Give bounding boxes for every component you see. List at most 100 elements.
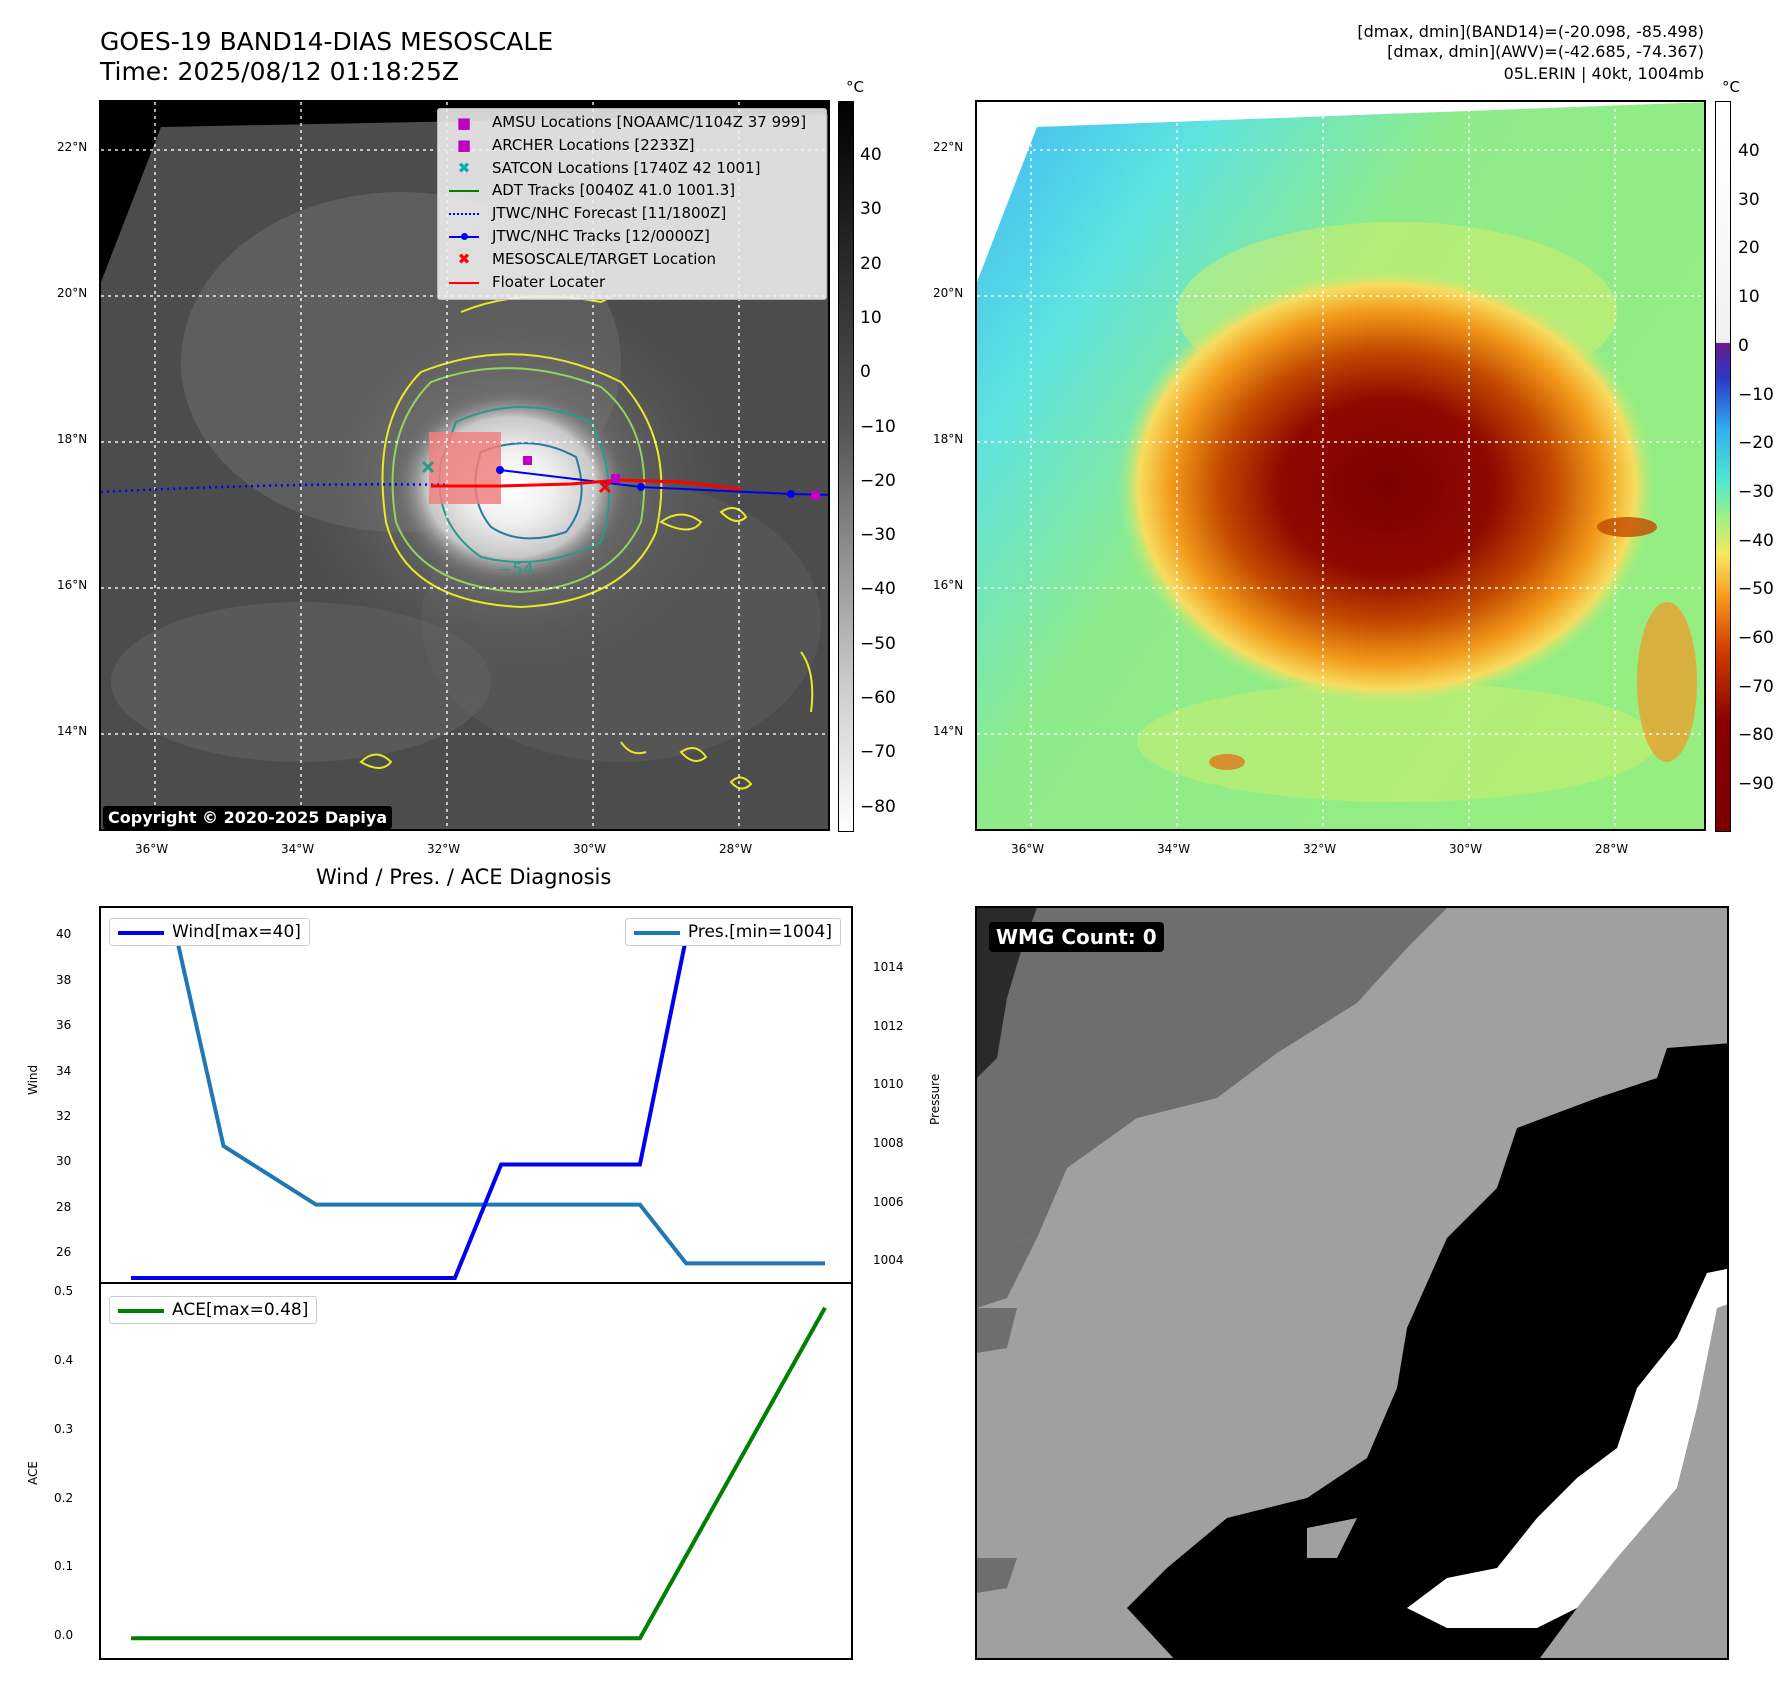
lat-tick-label: 22°N	[57, 140, 88, 154]
wind-tick-label: 32	[56, 1109, 72, 1124]
legend-item: ■ AMSU Locations [NOAAMC/1104Z 37 999]	[446, 113, 806, 132]
legend-label: ADT Tracks [0040Z 41.0 1001.3]	[492, 181, 736, 200]
legend-item: JTWC/NHC Forecast [11/1800Z]	[446, 204, 726, 223]
legend-item: JTWC/NHC Tracks [12/0000Z]	[446, 227, 710, 246]
awv-colorbar-tick: −30	[1738, 481, 1774, 502]
lon-tick-label: 30°W	[1449, 842, 1483, 856]
pressure-tick-label: 1008	[873, 1136, 904, 1150]
legend-label: AMSU Locations [NOAAMC/1104Z 37 999]	[492, 113, 807, 131]
ir-colorbar-tick: 10	[860, 307, 882, 328]
lon-tick-label: 36°W	[1011, 842, 1045, 856]
awv-colorbar-tick: 10	[1738, 287, 1760, 308]
ace-legend: ACE[max=0.48]	[109, 1296, 318, 1324]
wind-tick-label: 34	[56, 1063, 72, 1078]
awv-colorbar-tick: −50	[1738, 579, 1774, 600]
ace-plot: ACE[max=0.48]	[99, 1282, 853, 1660]
info-awv: [dmax, dmin](AWV)=(-42.685, -74.367)	[1387, 42, 1704, 61]
lon-tick-label: 28°W	[1595, 842, 1629, 856]
legend-label: ARCHER Locations [2233Z]	[492, 135, 695, 154]
legend-item: ✖ SATCON Locations [1740Z 42 1001]	[446, 159, 761, 178]
legend-marker: ■	[456, 113, 472, 132]
legend-marker	[446, 205, 482, 223]
pressure-line	[131, 938, 825, 1266]
ir-colorbar-tick: −80	[860, 796, 896, 817]
pressure-tick-label: 1010	[873, 1077, 904, 1092]
ir-colorbar-tick: 30	[860, 199, 882, 220]
lat-tick-label: 20°N	[933, 286, 964, 300]
ace-axis-label: ACE	[26, 1461, 40, 1485]
pressure-tick-label: 1004	[873, 1253, 904, 1268]
legend-label: JTWC/NHC Tracks [12/0000Z]	[492, 227, 710, 245]
ir-colorbar-tick: −60	[860, 688, 896, 708]
pressure-tick-label: 1014	[873, 960, 904, 974]
legend-label: MESOSCALE/TARGET Location	[492, 249, 717, 268]
lon-tick-label: 34°W	[281, 842, 315, 856]
wmg-imagery	[977, 908, 1727, 1658]
ir-colorbar-tick: −10	[860, 416, 896, 437]
figure-title: GOES-19 BAND14-DIAS MESOSCALE	[100, 27, 554, 56]
lon-tick-label: 28°W	[719, 842, 753, 856]
legend-item: Floater Locater	[446, 273, 605, 292]
legend-item: ■ ARCHER Locations [2233Z]	[446, 136, 695, 155]
ir-colorbar-tick: 20	[860, 253, 882, 274]
wind-legend-label: Wind[max=40]	[172, 922, 301, 942]
ace-legend-label: ACE[max=0.48]	[172, 1300, 309, 1320]
wind-legend-swatch	[118, 931, 164, 935]
diag-title: Wind / Pres. / ACE Diagnosis	[316, 865, 612, 889]
lon-tick-label: 34°W	[1157, 842, 1191, 856]
ir-colorbar-tick: −20	[860, 470, 896, 491]
pressure-tick-label: 1012	[873, 1018, 904, 1033]
awv-imagery	[977, 102, 1704, 829]
awv-satellite-map	[975, 100, 1706, 831]
ir-colorbar-tick: −50	[860, 633, 896, 654]
ir-colorbar-unit: °C	[846, 78, 864, 96]
wind-pressure-lines	[131, 935, 825, 1280]
lat-tick-label: 18°N	[933, 432, 964, 446]
copyright-badge: Copyright © 2020-2025 Dapiya	[103, 806, 393, 829]
ace-tick-label: 0.4	[54, 1352, 74, 1367]
awv-colorbar-tick: −60	[1738, 628, 1774, 648]
ace-line	[131, 1306, 827, 1641]
ir-colorbar-tick: 40	[860, 145, 882, 165]
awv-colorbar-tick: 30	[1738, 189, 1760, 210]
awv-colorbar-tick: 20	[1738, 238, 1760, 259]
wind-tick-label: 26	[56, 1245, 72, 1260]
ir-colorbar-tick: 0	[860, 362, 871, 383]
pressure-legend-swatch	[633, 931, 680, 935]
wind-tick-label: 28	[56, 1199, 72, 1214]
figure-time: Time: 2025/08/12 01:18:25Z	[100, 57, 459, 86]
awv-colorbar-tick: −40	[1738, 530, 1774, 551]
pressure-legend-label: Pres.[min=1004]	[687, 922, 832, 942]
ace-tick-label: 0.3	[54, 1421, 74, 1436]
lat-tick-label: 20°N	[57, 286, 88, 300]
pressure-legend: Pres.[min=1004]	[624, 918, 841, 946]
legend-marker	[446, 228, 482, 246]
contour-label: −54	[498, 560, 534, 580]
info-storm: 05L.ERIN | 40kt, 1004mb	[1503, 64, 1704, 83]
wind-tick-label: 40	[56, 927, 72, 942]
lon-tick-label: 32°W	[1303, 842, 1337, 856]
wmg-panel: WMG Count: 0	[975, 906, 1729, 1660]
info-band14: [dmax, dmin](BAND14)=(-20.098, -85.498)	[1357, 22, 1704, 41]
awv-colorbar-tick: −80	[1738, 725, 1774, 746]
ace-tick-label: 0.1	[54, 1559, 74, 1574]
awv-colorbar	[1715, 101, 1731, 832]
legend-item: ADT Tracks [0040Z 41.0 1001.3]	[446, 181, 735, 200]
ir-legend: ■ AMSU Locations [NOAAMC/1104Z 37 999] ■ AR…	[437, 108, 827, 300]
ace-tick-label: 0.0	[54, 1628, 74, 1643]
lon-tick-label: 32°W	[427, 842, 461, 856]
wind-axis-label: Wind	[26, 1064, 40, 1095]
ace-tick-label: 0.5	[54, 1284, 74, 1298]
awv-colorbar-tick: −70	[1738, 676, 1774, 697]
ace-tick-label: 0.2	[54, 1490, 74, 1505]
lat-tick-label: 22°N	[933, 140, 964, 154]
lon-tick-label: 30°W	[573, 842, 607, 856]
awv-colorbar-tick: −20	[1738, 433, 1774, 454]
pressure-axis-label: Pressure	[928, 1073, 942, 1125]
legend-marker	[446, 273, 482, 291]
wind-tick-label: 30	[56, 1154, 72, 1169]
ace-legend-swatch	[118, 1309, 164, 1313]
awv-colorbar-tick: 0	[1738, 335, 1749, 356]
wind-pressure-plot: Wind[max=40] Pres.[min=1004]	[99, 906, 853, 1284]
legend-marker: ■	[456, 136, 472, 155]
